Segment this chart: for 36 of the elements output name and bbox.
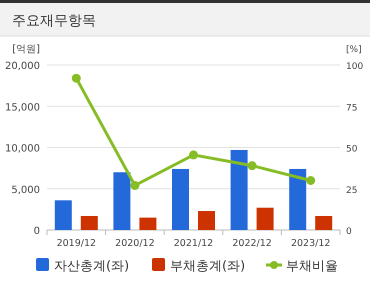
x-tick-label: 2021/12 xyxy=(174,238,214,249)
y2-tick-label: 50 xyxy=(346,144,358,154)
point xyxy=(72,74,81,83)
legend-label: 자산총계(좌) xyxy=(54,259,130,274)
bar xyxy=(315,216,332,230)
y-tick-label: 5,000 xyxy=(11,184,40,196)
x-tick-label: 2023/12 xyxy=(290,238,330,249)
bar xyxy=(113,172,130,230)
point xyxy=(306,176,316,185)
legend-label: 부채총계(좌) xyxy=(170,259,246,274)
x-tick-label: 2019/12 xyxy=(56,238,96,249)
y-tick-label: 20,000 xyxy=(5,61,40,72)
point xyxy=(189,150,198,160)
bar xyxy=(172,168,189,230)
bar xyxy=(289,168,306,230)
bar xyxy=(139,218,156,230)
y-tick-label: 0 xyxy=(34,226,40,237)
x-tick-label: 2022/12 xyxy=(232,238,272,249)
y2-axis-title: [%] xyxy=(346,45,362,55)
point xyxy=(248,161,257,170)
y-tick-label: 15,000 xyxy=(5,102,40,114)
y-tick-label: 10,000 xyxy=(5,144,40,154)
bar xyxy=(230,150,248,230)
bar xyxy=(198,211,215,230)
bar xyxy=(54,200,72,230)
y2-tick-label: 75 xyxy=(346,103,358,114)
bar xyxy=(80,216,98,230)
point xyxy=(130,180,140,190)
x-tick-label: 2020/12 xyxy=(115,238,155,249)
y2-tick-label: 0 xyxy=(346,227,352,237)
legend-label: 부채비율 xyxy=(286,259,338,274)
bar xyxy=(256,208,274,230)
y2-tick-label: 25 xyxy=(346,186,358,196)
y2-tick-label: 100 xyxy=(346,62,364,72)
y-axis-title: [억원] xyxy=(12,44,40,55)
chart-title: 주요재무항목 xyxy=(12,13,96,29)
